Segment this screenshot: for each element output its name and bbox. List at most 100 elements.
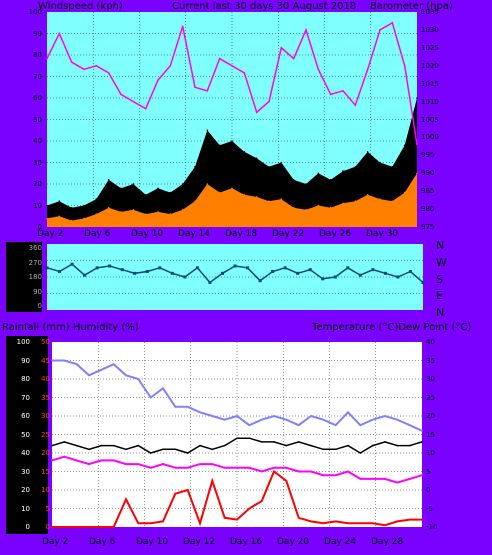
temperature-point	[408, 444, 411, 447]
wind-point	[46, 217, 48, 220]
direction-tick-label: 180	[28, 273, 42, 281]
dewpoint-point	[248, 467, 251, 469]
barometer-point	[403, 64, 406, 67]
gust-point	[231, 140, 233, 142]
humidity-point	[223, 418, 226, 421]
temperature-point	[211, 448, 214, 451]
wind-x-tick-label: Day 30	[366, 229, 399, 239]
direction-point	[371, 268, 375, 272]
wind-point	[292, 206, 295, 209]
barometer-point	[144, 107, 147, 110]
wind-point	[157, 211, 159, 213]
rainfall-point	[322, 522, 325, 525]
direction-point	[95, 266, 99, 270]
barometer-point	[169, 64, 172, 67]
gust-point	[354, 166, 357, 168]
direction-point	[45, 266, 49, 270]
wind-point	[280, 198, 283, 200]
temperature-point	[297, 441, 300, 443]
direction-point	[145, 270, 149, 273]
wind-point	[70, 219, 73, 222]
dewpoint-point	[88, 463, 90, 465]
barometer-point	[46, 57, 48, 60]
rainfall-point	[162, 520, 164, 523]
humidity-point	[421, 430, 423, 432]
gust-point	[218, 144, 221, 147]
temperature-tick-label: 10	[426, 449, 435, 457]
gust-point	[292, 178, 295, 181]
gust-point	[255, 157, 258, 159]
wind-x-tick-label: Day 18	[225, 229, 258, 239]
weather-x-tick-label: Day 6	[89, 537, 116, 547]
barometer-point	[83, 68, 85, 71]
weather-x-tick-label: Day 10	[136, 537, 169, 547]
humidity-point	[347, 411, 349, 414]
humidity-point	[396, 418, 399, 421]
direction-point	[233, 264, 237, 268]
humidity-point	[236, 415, 238, 417]
wind-x-tick-label: Day 2	[37, 229, 64, 239]
temperature-tick-label: -5	[426, 504, 433, 513]
barometer-point	[132, 100, 135, 103]
temperature-point	[322, 448, 325, 451]
dewpoint-series	[51, 455, 423, 484]
dewpoint-point	[322, 474, 325, 476]
humidity-point	[359, 424, 362, 427]
humidity-tick-label: 30	[21, 467, 30, 476]
barometer-point	[58, 32, 61, 35]
gust-point	[268, 166, 270, 168]
humidity-point	[112, 363, 115, 365]
weather-x-tick-label: Day 28	[371, 537, 404, 547]
barometer-point	[342, 90, 344, 92]
wind-point	[83, 217, 85, 220]
rainfall-tick-label: 50	[41, 338, 50, 346]
rainfall-tick-label: 25	[41, 430, 50, 439]
wind-point	[255, 196, 258, 198]
rainfall-point	[211, 479, 214, 482]
wind-point	[366, 193, 369, 196]
direction-point	[396, 275, 400, 279]
temperature-point	[236, 437, 238, 439]
dewpoint-point	[125, 463, 127, 465]
temperature-tick-label: 25	[426, 393, 435, 402]
direction-point	[421, 281, 425, 284]
wind-point	[354, 200, 357, 202]
barometer-point	[292, 57, 295, 60]
temperature-point	[359, 452, 362, 454]
barometer-point	[317, 68, 320, 71]
gust-point	[46, 204, 48, 207]
rainfall-point	[112, 526, 115, 528]
barometer-point	[194, 86, 196, 89]
dewpoint-point	[199, 463, 201, 465]
barometer-tick-label: 1035	[421, 8, 439, 16]
barometer-tick-label: 980	[421, 205, 435, 214]
rainfall-point	[51, 526, 53, 528]
rainfall-point	[297, 516, 300, 519]
humidity-tick-label: 60	[21, 412, 30, 420]
humidity-point	[174, 405, 177, 408]
direction-point	[70, 262, 74, 266]
barometer-tick-label: 1005	[421, 115, 439, 124]
rainfall-point	[384, 524, 386, 526]
humidity-point	[199, 411, 201, 414]
humidity-point	[75, 363, 78, 365]
rainfall-tick-label: 45	[41, 356, 50, 365]
humidity-tick-label: 10	[21, 504, 30, 513]
temperature-point	[260, 441, 263, 443]
temperature-point	[63, 441, 66, 443]
rainfall-point	[248, 507, 251, 510]
barometer-point	[95, 64, 98, 67]
gust-point	[342, 170, 344, 172]
barometer-tick-label: 1025	[421, 43, 439, 52]
dewpoint-point	[297, 470, 300, 473]
temperature-point	[223, 444, 226, 447]
wind-tick-label: 100	[28, 8, 42, 16]
direction-point	[208, 281, 212, 284]
rainfall-point	[371, 522, 374, 525]
temperature-point	[174, 448, 177, 451]
temperature-point	[334, 448, 337, 451]
gust-point	[120, 187, 122, 190]
temperature-point	[100, 444, 103, 447]
wind-tick-label: 40	[33, 137, 42, 145]
wind-point	[243, 193, 246, 196]
